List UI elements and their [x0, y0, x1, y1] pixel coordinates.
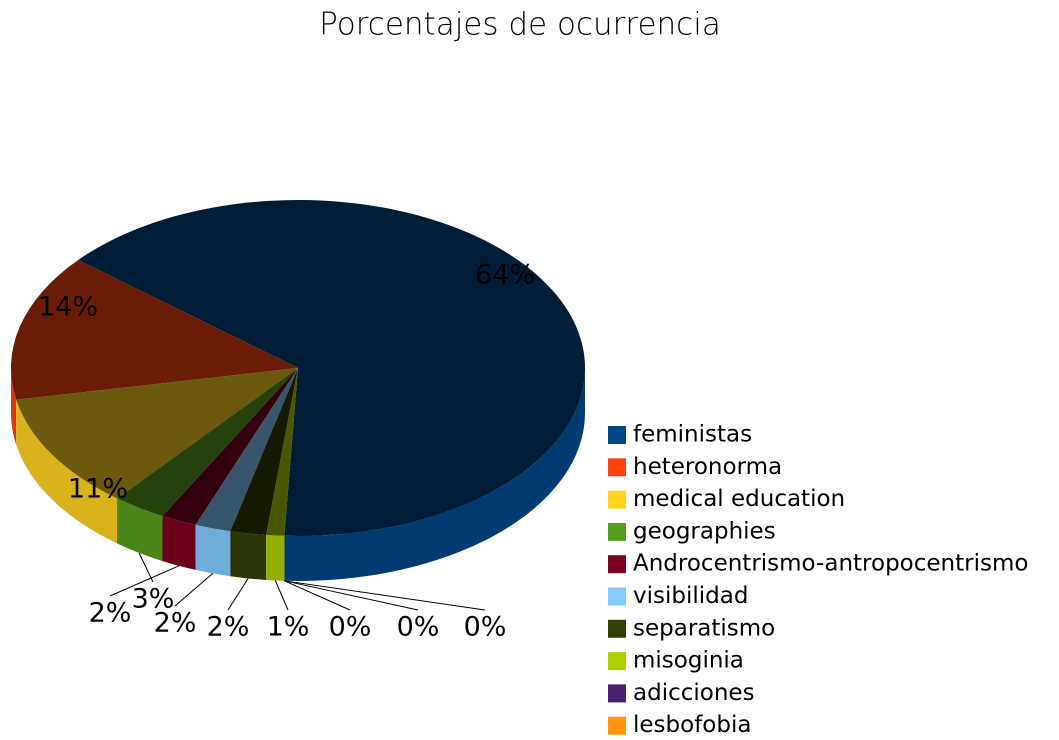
slice	[117, 368, 298, 517]
slice-side	[266, 534, 285, 581]
data-label: 11%	[68, 474, 128, 505]
legend-swatch	[608, 587, 626, 606]
leader-line	[284, 580, 486, 611]
legend-label: adicciones	[633, 680, 755, 706]
leader-line	[174, 573, 214, 607]
data-label: 0%	[329, 612, 372, 643]
legend-label: feministas	[633, 422, 752, 448]
legend-swatch	[608, 426, 626, 444]
legend-swatch	[608, 716, 626, 735]
slice-side	[230, 531, 267, 580]
legend-label: separatismo	[633, 615, 775, 641]
legend-label: lesbofobia	[633, 712, 751, 738]
data-label: 2%	[89, 598, 132, 629]
legend-label: medical education	[633, 486, 845, 512]
legend-swatch	[608, 458, 626, 477]
slice	[266, 368, 298, 536]
data-label: 2%	[207, 612, 250, 643]
legend-label: geographies	[633, 518, 776, 544]
data-label: 1%	[267, 612, 310, 643]
legend-label: visibilidad	[633, 583, 748, 609]
leader-line	[227, 578, 249, 611]
leader-line	[284, 580, 419, 611]
legend-swatch	[608, 684, 626, 703]
slice-side	[16, 399, 118, 544]
slice-side	[11, 368, 17, 445]
legend-swatch	[608, 555, 626, 574]
legend-swatch	[608, 652, 626, 671]
legend-swatch	[608, 619, 626, 638]
leader-line	[274, 580, 289, 611]
data-label: 2%	[154, 608, 197, 639]
slice	[78, 200, 585, 536]
leader-line	[138, 552, 154, 583]
slice-side	[284, 368, 585, 581]
legend-label: Androcentrismo-antropocentrismo	[633, 551, 1028, 577]
chart-title: Porcentajes de ocurrencia	[319, 7, 721, 43]
slice	[162, 368, 298, 525]
slice	[11, 260, 299, 400]
data-label: 64%	[475, 260, 535, 291]
slice-side	[195, 524, 231, 577]
slice	[195, 368, 298, 532]
legend-label: heteronorma	[633, 454, 782, 480]
legend-swatch	[608, 490, 626, 509]
leader-line	[109, 565, 179, 597]
slice-side	[117, 498, 163, 562]
legend-swatch	[608, 522, 626, 541]
data-label: 3%	[132, 584, 175, 615]
slice-side	[162, 516, 196, 570]
legend-label: misoginia	[633, 648, 744, 674]
data-label: 0%	[464, 612, 507, 643]
leader-line	[284, 580, 351, 611]
slice	[230, 368, 298, 535]
data-label: 0%	[397, 612, 440, 643]
data-label: 14%	[38, 292, 98, 323]
slice	[16, 368, 299, 499]
